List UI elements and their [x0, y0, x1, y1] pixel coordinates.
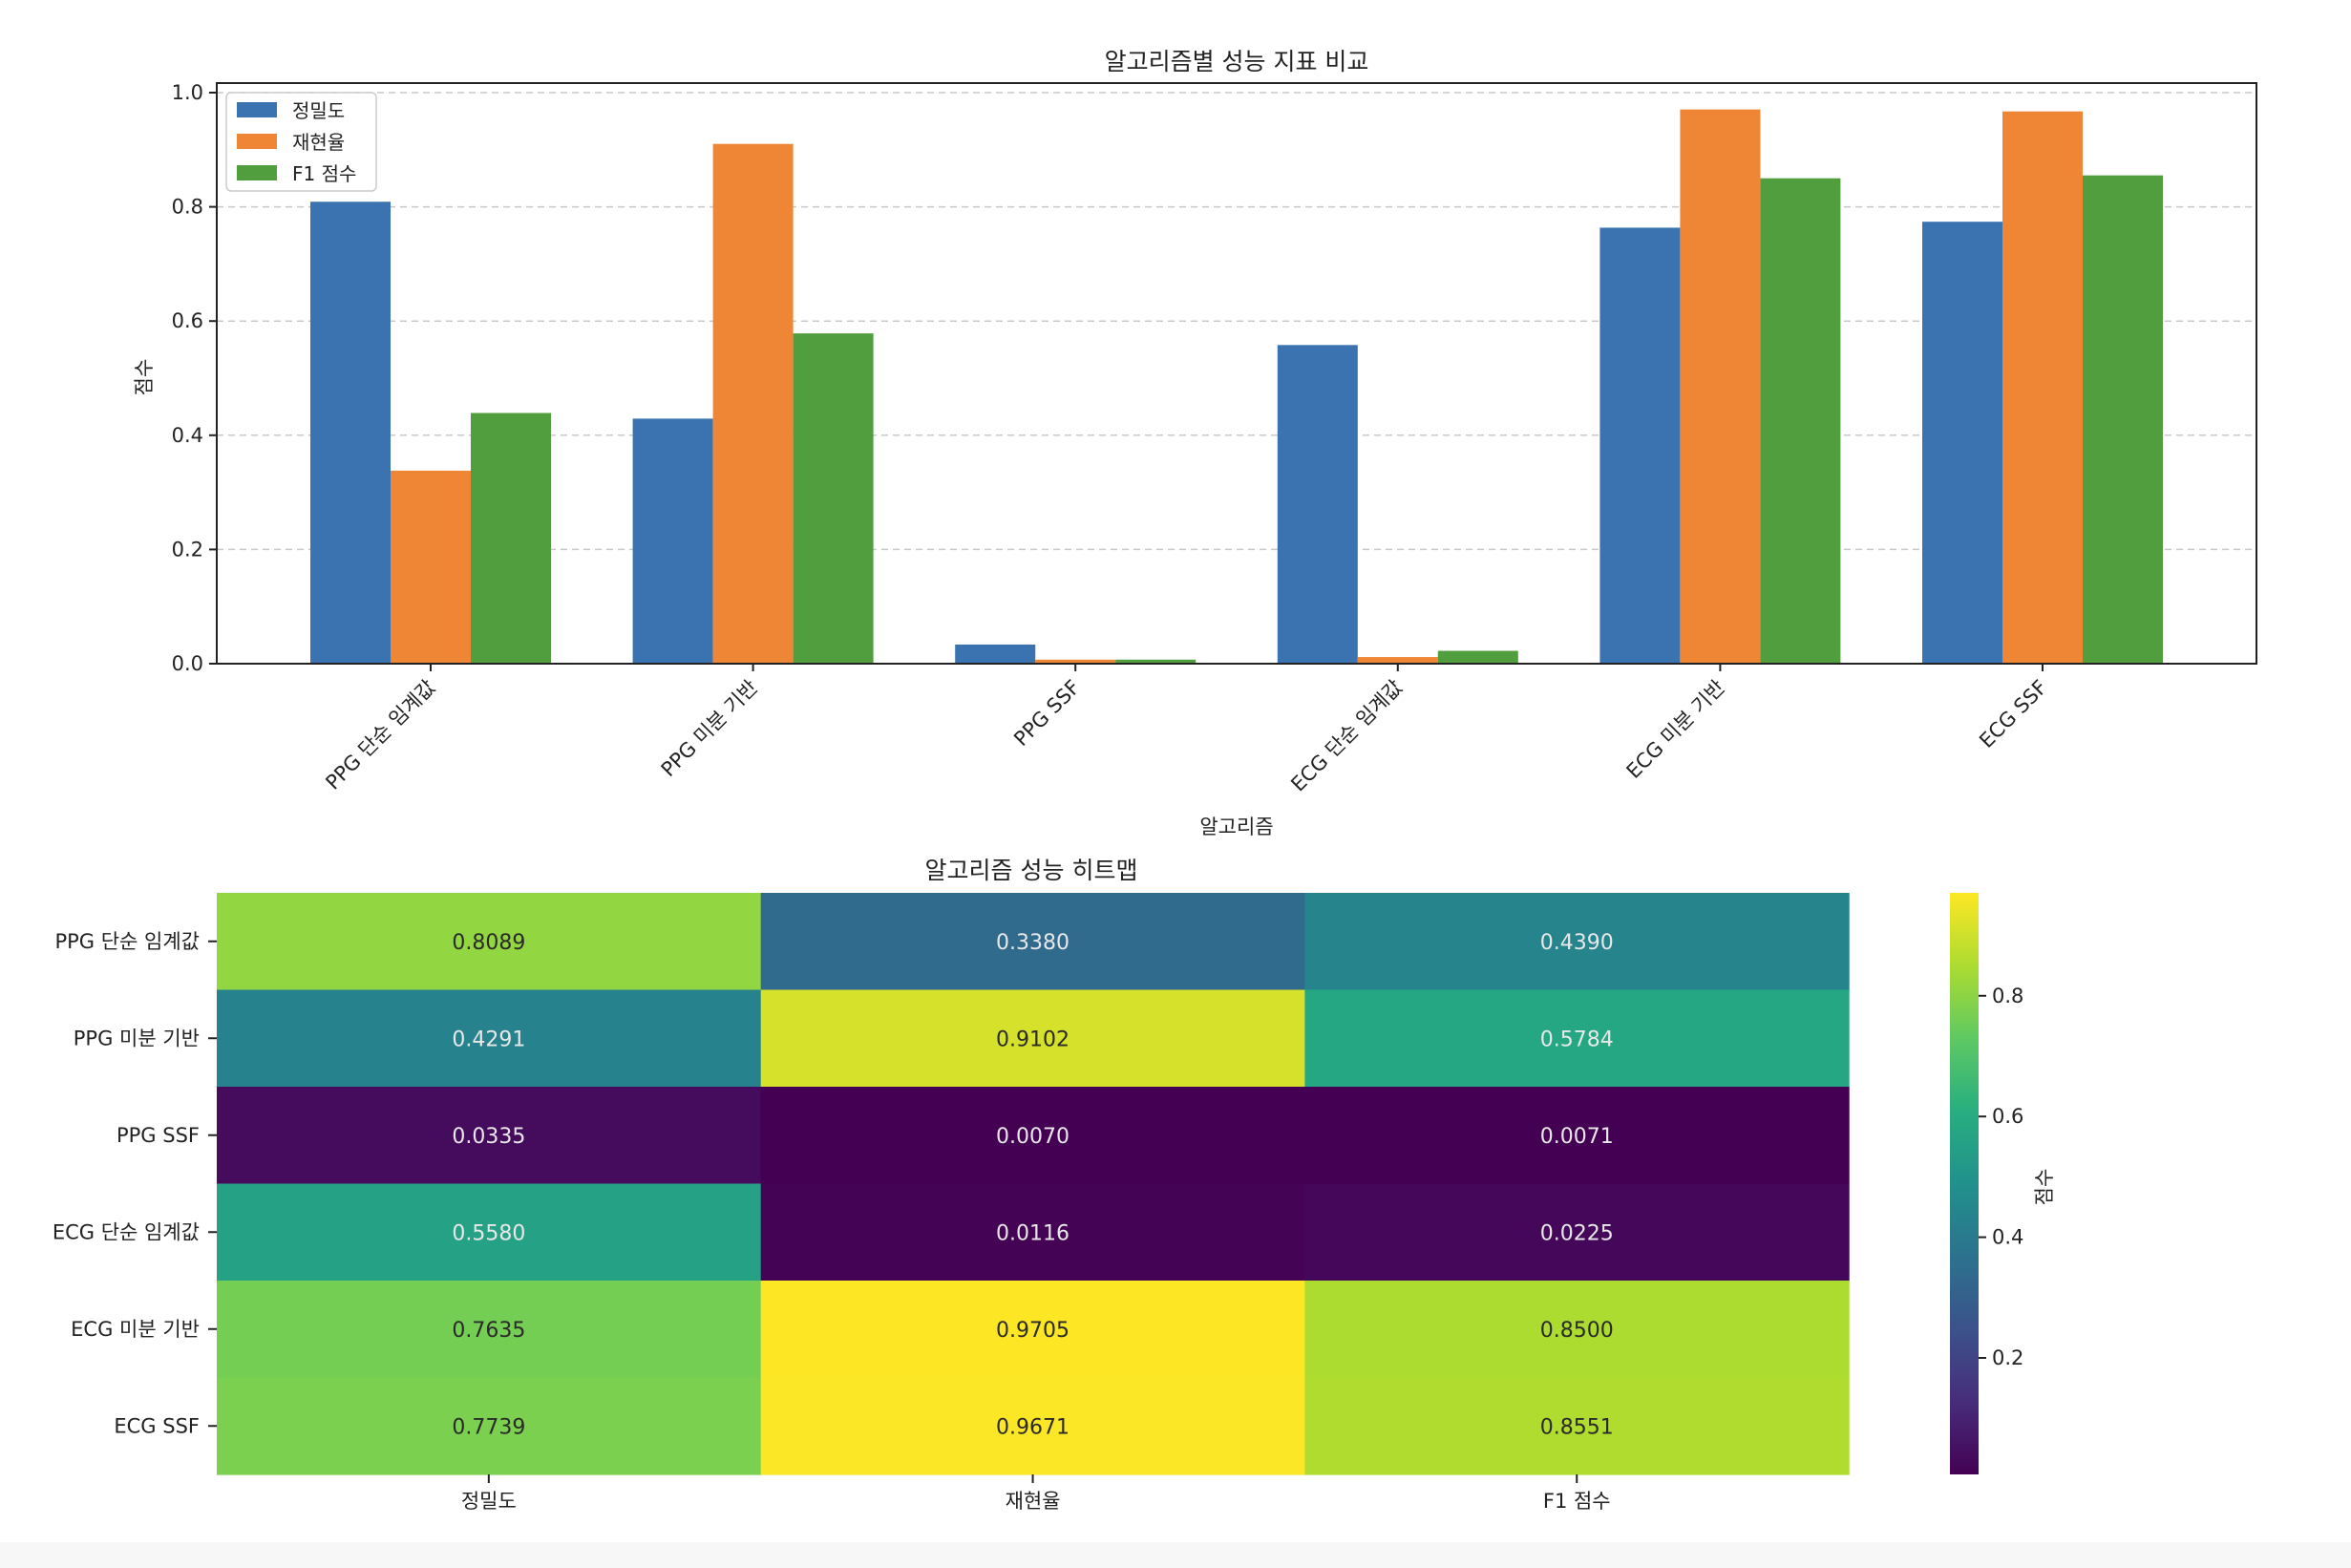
heatmap-row-label: PPG 미분 기반	[74, 1027, 200, 1049]
heatmap-cell-label: 0.5580	[452, 1221, 525, 1245]
bar-ppg-series-1	[391, 470, 471, 664]
bar-ecg-ssf-series-0	[1922, 222, 2002, 664]
legend-label-recall: 재현율	[292, 131, 345, 154]
y-tick-label: 0.4	[172, 424, 203, 447]
heatmap-cell-label: 0.0225	[1540, 1221, 1614, 1245]
heatmap-cell-label: 0.9102	[996, 1028, 1070, 1051]
heatmap-cell	[760, 1377, 1305, 1475]
bar-ppg-ssf-series-0	[955, 644, 1036, 664]
heatmap-cell-label: 0.8089	[452, 931, 525, 955]
heatmap-cell	[217, 1377, 762, 1475]
colorbar-tick-label: 0.8	[1992, 985, 2023, 1007]
colorbar-tick-label: 0.2	[1992, 1346, 2023, 1369]
heatmap-cell-label: 0.8500	[1540, 1319, 1614, 1343]
heatmap-row-label: ECG 단순 임계값	[53, 1220, 200, 1243]
bar-series-bars	[310, 109, 2163, 665]
heatmap-column-label: 재현율	[1006, 1490, 1061, 1513]
legend-swatch-f1	[237, 165, 277, 180]
heatmap-cell-label: 0.7635	[452, 1319, 525, 1343]
bar-ecg-series-0	[1599, 227, 1681, 664]
heatmap-row-label: PPG SSF	[116, 1124, 200, 1147]
legend-swatch-precision	[237, 102, 277, 117]
bar-plot-frame	[216, 82, 2257, 665]
heatmap-cell-label: 0.9671	[996, 1415, 1070, 1439]
heatmap-cell-label: 0.3380	[996, 931, 1070, 955]
heatmap-cell	[1304, 1377, 1850, 1475]
bar-ecg-series-1	[1680, 109, 1761, 665]
heatmap-cell	[217, 1087, 762, 1185]
colorbar-ticks: 0.2 0.4 0.6 0.8	[1979, 985, 2023, 1369]
heatmap-cell	[217, 1281, 762, 1379]
heatmap-column-label: 정밀도	[461, 1490, 517, 1513]
heatmap-cell	[760, 893, 1305, 991]
heatmap-cell	[1304, 893, 1850, 991]
bar-ppg-series-0	[310, 201, 391, 664]
heatmap-cell	[217, 1183, 762, 1282]
bar-ecg-series-2	[1437, 650, 1518, 664]
legend-label-precision: 정밀도	[292, 99, 345, 122]
bar-chart-title: 알고리즘별 성능 지표 비교	[1105, 48, 1369, 75]
heatmap-cell	[760, 1183, 1305, 1282]
heatmap-cell	[1304, 989, 1850, 1088]
colorbar-label: 점수	[2033, 1169, 2056, 1206]
bar-x-axis-label: 알고리즘	[1199, 816, 1273, 838]
bar-chart: 0.00.20.40.60.81.0 PPG 단순 임계값 PPG 미분 기반 PP…	[133, 48, 2257, 838]
bar-gridlines	[217, 92, 2256, 551]
bar-ecg-ssf-series-1	[2002, 111, 2083, 665]
heatmap-cell-label: 0.5784	[1540, 1028, 1614, 1051]
bar-ppg-ssf-series-2	[1115, 659, 1197, 664]
heatmap-cell-label: 0.0335	[452, 1125, 525, 1149]
colorbar-tick-label: 0.6	[1992, 1105, 2023, 1128]
colorbar: 0.2 0.4 0.6 0.8 점수	[1950, 893, 2056, 1474]
heatmap-cell-label: 0.4291	[452, 1028, 525, 1051]
bar-legend: 정밀도 재현율 F1 점수	[225, 92, 377, 192]
heatmap-column-labels: 정밀도 재현율 F1 점수	[461, 1474, 1611, 1513]
bar-ppg-series-1	[712, 143, 794, 665]
heatmap-cell-label: 0.0071	[1540, 1125, 1614, 1149]
bar-ppg-series-0	[632, 418, 713, 664]
heatmap-cell	[1304, 1087, 1850, 1185]
colorbar-gradient	[1950, 893, 1979, 1474]
heatmap-cell	[217, 989, 762, 1088]
heatmap-cell-label: 0.8551	[1540, 1415, 1614, 1439]
heatmap-row-label: ECG SSF	[114, 1414, 200, 1437]
heatmap-row-labels: PPG 단순 임계값 PPG 미분 기반 PPG SSF ECG 단순 임계값 ECG …	[53, 930, 217, 1437]
bar-y-axis: 0.0 0.2 0.4 0.6 0.8 1.0	[172, 81, 217, 675]
y-tick-label: 0.2	[172, 538, 203, 561]
bar-ecg-series-0	[1277, 345, 1358, 664]
heatmap-cell-label: 0.0070	[996, 1125, 1070, 1149]
heatmap: 알고리즘 성능 히트맵 0.8089 0.3380 0.4390 0.4291 0.91…	[53, 857, 2056, 1513]
bar-ppg-series-2	[793, 333, 874, 664]
bar-ppg-series-2	[471, 413, 551, 664]
heatmap-cell	[760, 1087, 1305, 1185]
heatmap-cell-label: 0.0116	[996, 1221, 1070, 1245]
bar-y-axis-label: 점수	[133, 359, 156, 396]
heatmap-title: 알고리즘 성능 히트맵	[925, 857, 1138, 884]
heatmap-cell-label: 0.4390	[1540, 931, 1614, 955]
heatmap-row-label: PPG 단순 임계값	[54, 930, 200, 953]
legend-label-f1: F1 점수	[292, 162, 356, 185]
heatmap-column-label: F1 점수	[1543, 1490, 1611, 1513]
heatmap-cell	[1304, 1281, 1850, 1379]
colorbar-tick-label: 0.4	[1992, 1226, 2023, 1249]
bar-ecg-ssf-series-2	[2083, 175, 2163, 664]
y-tick-label: 0.8	[172, 196, 203, 219]
heatmap-cell	[760, 989, 1305, 1088]
bar-ecg-series-2	[1760, 178, 1841, 664]
heatmap-cells: 0.8089 0.3380 0.4390 0.4291 0.9102 0.5784 0.03…	[217, 893, 1850, 1475]
heatmap-cell	[760, 1281, 1305, 1379]
bar-ppg-ssf-series-1	[1035, 659, 1116, 664]
bar-ecg-series-1	[1357, 657, 1438, 664]
heatmap-cell	[217, 893, 762, 991]
heatmap-cell	[1304, 1183, 1850, 1282]
legend-swatch-recall	[237, 134, 277, 149]
heatmap-row-label: ECG 미분 기반	[71, 1318, 200, 1341]
y-tick-label: 1.0	[172, 81, 203, 104]
heatmap-cell-label: 0.7739	[452, 1415, 525, 1439]
heatmap-cell-label: 0.9705	[996, 1319, 1070, 1343]
y-tick-label: 0.0	[172, 652, 203, 675]
y-tick-label: 0.6	[172, 309, 203, 332]
